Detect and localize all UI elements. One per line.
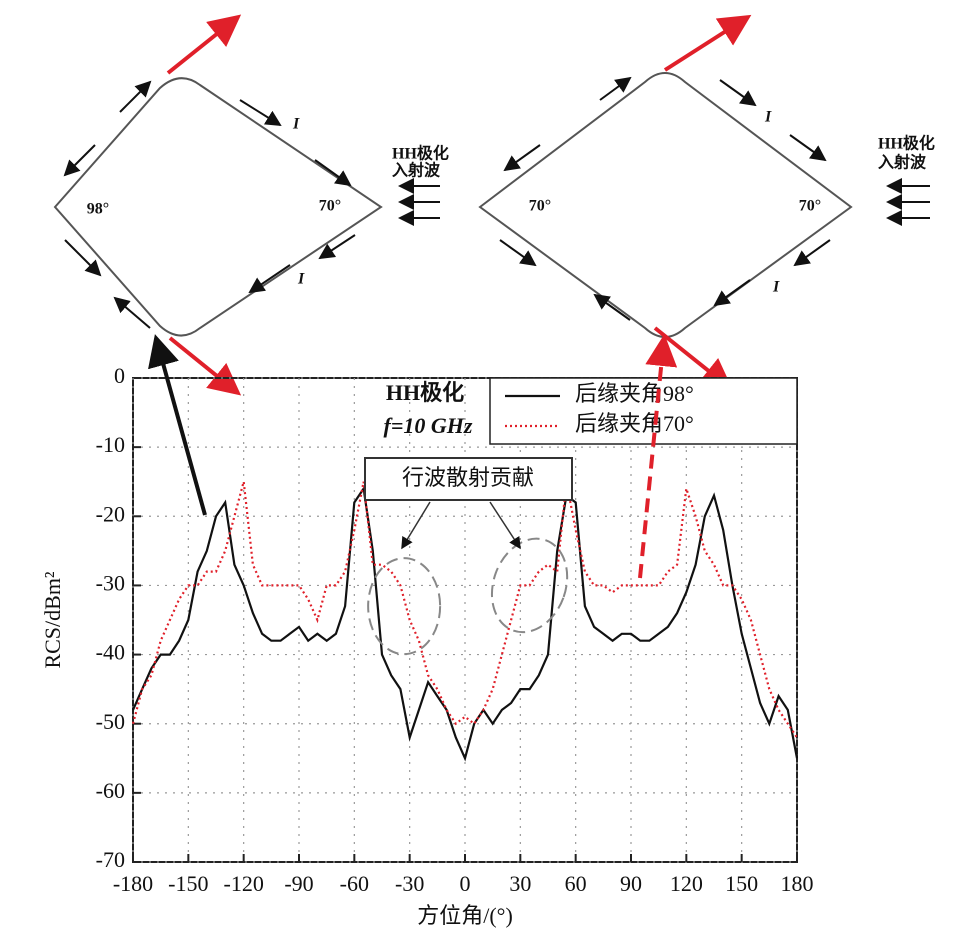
y-tick-label: -20 (96, 501, 125, 526)
angle-label: 98° (87, 201, 109, 218)
y-axis-title: RCS/dBm² (40, 571, 65, 668)
series-line (131, 485, 799, 762)
x-tick-label: 180 (781, 871, 814, 896)
wave-label: 入射波 (392, 161, 441, 180)
highlight (367, 557, 442, 656)
annotation: f=10 GHz (384, 413, 473, 438)
angle-label: 70° (799, 198, 821, 215)
shape (53, 77, 383, 337)
pointer-arrow (638, 334, 678, 579)
annotation: 行波散射贡献 (402, 465, 534, 490)
angle-label: 70° (319, 198, 341, 215)
x-tick-label: -60 (340, 871, 369, 896)
wave-label: 入射波 (878, 153, 927, 172)
edge-label: I (764, 109, 772, 126)
legend-label: 后缘夹角70° (575, 411, 694, 436)
pointer-arrow (148, 334, 207, 516)
x-tick-label: 120 (670, 871, 703, 896)
diagram-left: 98° 70° I I HH极化 入射波 (53, 14, 449, 396)
y-tick-label: -60 (96, 778, 125, 803)
wave-label: HH极化 (878, 134, 935, 153)
x-tick-label: 90 (620, 871, 642, 896)
y-tick-label: -70 (96, 847, 125, 872)
x-tick-label: 0 (460, 871, 471, 896)
legend-box (489, 377, 798, 445)
x-tick-label: -150 (168, 871, 208, 896)
incident-arrows (499, 76, 930, 321)
diagram-right: 70° 70° I I HH极化 入射波 (478, 14, 935, 391)
highlight (490, 537, 569, 634)
edge-label: I (292, 116, 300, 133)
plot: 0 -10 -20 -30 -40 -50 -60 -70-180 -150 -120 -90 -60… (40, 363, 813, 928)
incident-arrows (63, 80, 440, 329)
y-tick-label: -10 (96, 432, 125, 457)
annotation: HH极化 (386, 380, 464, 405)
edge-label: I (772, 279, 780, 296)
annotation-arrow (489, 501, 521, 550)
annotation-arrow (401, 501, 431, 550)
y-tick-label: -40 (96, 640, 125, 665)
x-tick-label: 60 (565, 871, 587, 896)
annotation-box (364, 457, 573, 501)
angle-label: 70° (529, 198, 551, 215)
x-tick-label: -180 (113, 871, 153, 896)
wave-label: HH极化 (392, 144, 449, 163)
legend-label: 后缘夹角98° (575, 381, 694, 406)
x-axis-title: 方位角/(°) (417, 903, 513, 928)
x-tick-label: -120 (224, 871, 264, 896)
x-tick-label: 30 (509, 871, 531, 896)
y-tick-label: 0 (114, 363, 125, 388)
x-tick-label: -30 (395, 871, 424, 896)
x-tick-label: 150 (725, 871, 758, 896)
x-tick-label: -90 (284, 871, 313, 896)
y-tick-label: -30 (96, 570, 125, 595)
y-tick-label: -50 (96, 709, 125, 734)
edge-label: I (297, 271, 305, 288)
